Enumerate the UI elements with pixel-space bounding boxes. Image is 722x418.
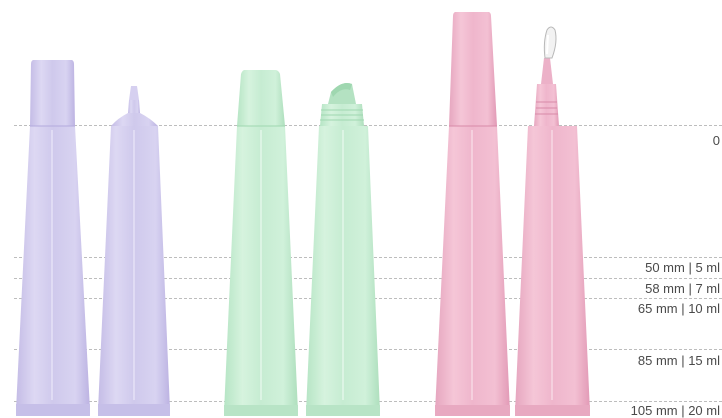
- size-label-85mm: 85 mm | 15 ml: [634, 354, 720, 367]
- size-label-50mm: 50 mm | 5 ml: [642, 261, 720, 274]
- guide-line-zero: [14, 125, 722, 126]
- mint-tube-capped: [224, 70, 298, 416]
- mint-tube-applicator: [306, 83, 380, 416]
- pink-tube-pointed-tip: [515, 26, 590, 416]
- pink-tube-capped: [435, 12, 510, 416]
- lavender-tube-capped: [16, 60, 90, 416]
- size-label-zero: 0: [709, 134, 720, 147]
- size-label-65mm: 65 mm | 10 ml: [634, 302, 720, 315]
- size-label-105mm: 105 mm | 20 ml: [627, 404, 720, 417]
- size-label-58mm: 58 mm | 7 ml: [642, 282, 720, 295]
- lavender-tube-nozzle: [98, 86, 170, 416]
